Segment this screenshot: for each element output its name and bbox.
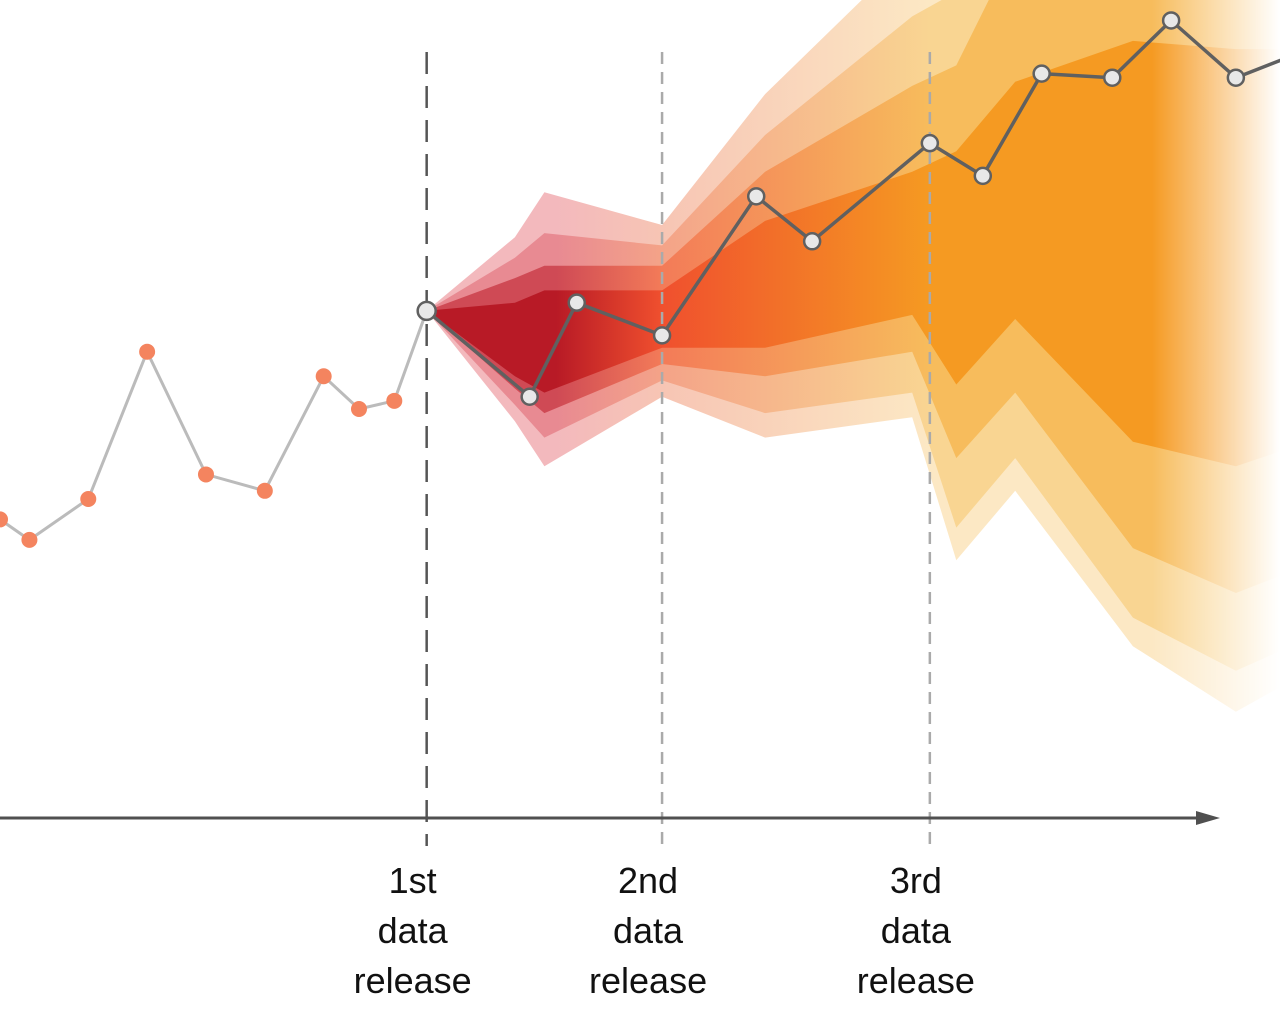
release-label-2: 2nd data release — [589, 860, 707, 1001]
forecast-point — [1161, 11, 1181, 30]
forecast-point — [802, 232, 822, 251]
forecast-point — [416, 300, 437, 322]
forecast-point — [1103, 68, 1122, 87]
history-line — [0, 310, 429, 542]
release-label-line: release — [354, 960, 472, 1001]
forecast-central-path — [416, 11, 1280, 406]
release-label-1: 1st data release — [354, 860, 472, 1001]
release-label-line: release — [589, 960, 707, 1001]
history-point — [315, 368, 332, 385]
history-point — [386, 392, 403, 409]
release-lines — [425, 52, 932, 846]
forecast-point — [746, 187, 766, 206]
forecast-point — [1226, 68, 1246, 87]
release-label-line: release — [857, 960, 975, 1001]
release-label-line: 1st — [389, 860, 437, 901]
forecast-point — [973, 166, 993, 186]
history-point — [139, 343, 156, 360]
history-point — [350, 401, 367, 417]
forecast-point — [920, 133, 940, 153]
forecast-point — [652, 326, 672, 345]
x-axis-arrowhead — [1196, 811, 1220, 825]
forecast-point — [520, 387, 539, 406]
history-point — [197, 466, 214, 483]
release-label-3: 3rd data release — [857, 860, 975, 1001]
forecast-fan-bands — [426, 0, 1280, 712]
history-point — [256, 482, 273, 499]
history-point — [21, 531, 38, 548]
forecast-point — [1032, 64, 1051, 83]
forecast-point — [567, 293, 586, 312]
x-axis — [0, 811, 1220, 825]
history-series — [0, 310, 429, 548]
release-label-line: data — [881, 910, 952, 951]
history-point — [80, 490, 97, 507]
release-label-line: data — [613, 910, 684, 951]
release-label-line: 3rd — [890, 860, 942, 901]
release-labels: 1st data release 2nd data release 3rd data relea… — [354, 860, 975, 1001]
release-label-line: data — [378, 910, 449, 951]
release-label-line: 2nd — [618, 860, 678, 901]
fan-band-4 — [426, 40, 1280, 467]
history-point — [0, 511, 8, 528]
